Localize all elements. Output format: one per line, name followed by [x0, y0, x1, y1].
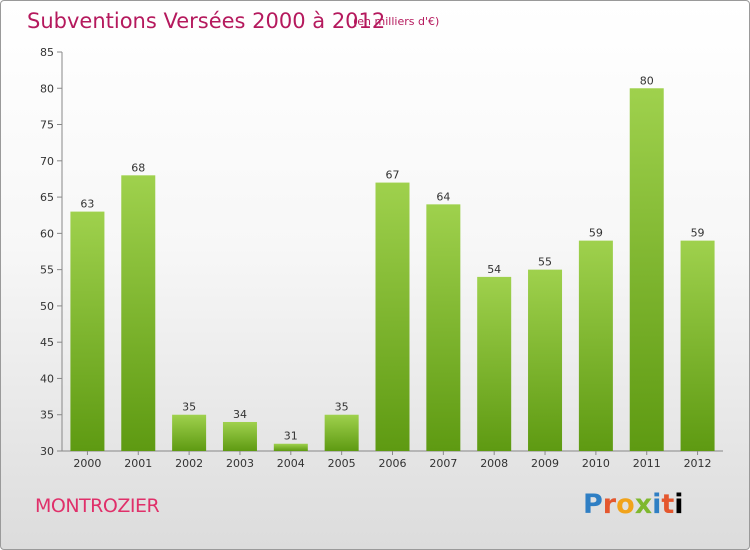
y-tick-label: 85 — [40, 46, 54, 59]
bar — [70, 211, 105, 451]
x-tick-label: 2005 — [328, 457, 356, 470]
bar-value-label: 31 — [284, 430, 298, 443]
proxiti-logo: Proxiti — [583, 489, 684, 520]
y-tick-label: 45 — [40, 336, 54, 349]
bar-value-label: 34 — [233, 408, 247, 421]
bar-value-label: 54 — [487, 263, 501, 276]
x-tick-label: 2001 — [124, 457, 152, 470]
x-tick-label: 2002 — [175, 457, 203, 470]
bar-value-label: 68 — [131, 161, 145, 174]
y-tick-label: 65 — [40, 191, 54, 204]
bar — [629, 88, 664, 451]
bar — [680, 240, 715, 451]
bar-value-label: 59 — [589, 227, 603, 240]
bar-value-label: 63 — [80, 198, 94, 211]
x-tick-label: 2007 — [429, 457, 457, 470]
bar-value-label: 35 — [182, 401, 196, 414]
commune-name: MONTROZIER — [35, 495, 160, 517]
bar-value-label: 64 — [436, 190, 450, 203]
bar — [528, 269, 563, 451]
x-tick-label: 2012 — [684, 457, 712, 470]
bar-value-label: 67 — [386, 169, 400, 182]
x-tick-label: 2003 — [226, 457, 254, 470]
bar-value-label: 80 — [640, 74, 654, 87]
bar — [578, 240, 613, 451]
y-tick-label: 80 — [40, 82, 54, 95]
y-tick-label: 60 — [40, 227, 54, 240]
bar — [477, 276, 512, 451]
y-tick-label: 55 — [40, 264, 54, 277]
y-tick-label: 70 — [40, 155, 54, 168]
bar — [426, 204, 461, 451]
bar — [222, 421, 257, 451]
bar-value-label: 55 — [538, 256, 552, 269]
bar — [324, 414, 359, 451]
y-tick-label: 75 — [40, 119, 54, 132]
y-tick-label: 50 — [40, 300, 54, 313]
x-tick-label: 2004 — [277, 457, 305, 470]
x-tick-label: 2009 — [531, 457, 559, 470]
x-tick-label: 2008 — [480, 457, 508, 470]
bar — [273, 443, 308, 451]
bar — [375, 182, 410, 451]
y-tick-label: 35 — [40, 409, 54, 422]
x-tick-label: 2010 — [582, 457, 610, 470]
chart-title: Subventions Versées 2000 à 2012 — [27, 9, 386, 33]
y-tick-label: 30 — [40, 445, 54, 458]
bar — [121, 175, 156, 451]
chart-subtitle: (en milliers d'€) — [353, 15, 440, 28]
x-tick-label: 2011 — [633, 457, 661, 470]
x-tick-label: 2006 — [379, 457, 407, 470]
bar — [172, 414, 207, 451]
bar-value-label: 59 — [691, 227, 705, 240]
y-tick-label: 40 — [40, 372, 54, 385]
bar-value-label: 35 — [335, 401, 349, 414]
x-tick-label: 2000 — [73, 457, 101, 470]
